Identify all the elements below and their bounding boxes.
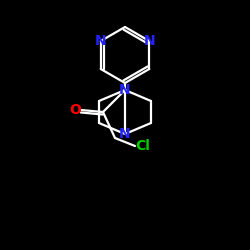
Text: Cl: Cl: [136, 139, 150, 153]
Text: N: N: [144, 34, 155, 48]
Text: O: O: [69, 103, 81, 117]
Text: N: N: [119, 127, 131, 141]
Text: N: N: [95, 34, 106, 48]
Text: N: N: [119, 83, 131, 97]
